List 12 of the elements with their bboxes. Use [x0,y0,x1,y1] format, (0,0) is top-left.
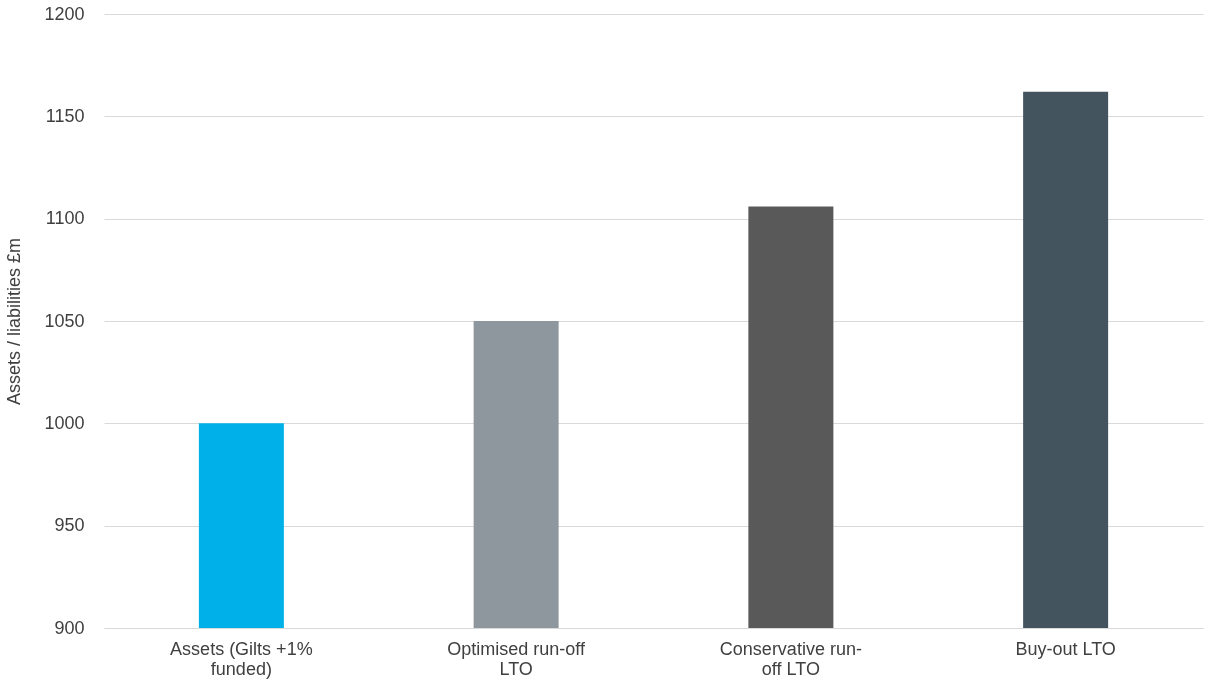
y-axis-title: Assets / liabilities £m [4,237,25,406]
y-tick-label: 1200 [44,3,85,24]
x-tick-label: Conservative run-off LTO [719,638,862,679]
y-tick-label: 1000 [44,412,85,433]
y-tick-label: 1050 [44,310,85,331]
y-tick-label: 900 [54,617,85,638]
y-tick-label: 1150 [45,105,85,126]
y-tick-label: 950 [54,515,85,536]
x-tick-label: Buy-out LTO [1015,638,1116,659]
x-tick-label: Optimised run-off LTO [447,638,586,679]
y-tick-label: 1100 [45,208,85,229]
x-tick-label: Assets (Gilts +1% funded) [170,638,313,679]
